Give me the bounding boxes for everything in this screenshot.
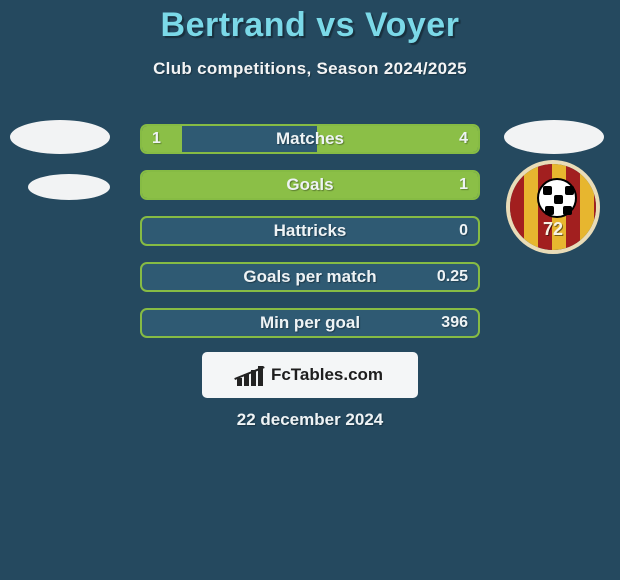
stat-bar-matches: Matches14	[140, 124, 480, 154]
soccer-ball-icon	[537, 178, 577, 218]
stat-bar-goals: Goals1	[140, 170, 480, 200]
bar-value-left: 1	[152, 126, 161, 152]
bar-label: Hattricks	[142, 218, 478, 244]
page-subtitle: Club competitions, Season 2024/2025	[0, 59, 620, 79]
right-player-badges: 72	[500, 120, 610, 254]
logo-text: FcTables.com	[271, 365, 383, 385]
player-avatar-placeholder	[504, 120, 604, 154]
page-title: Bertrand vs Voyer	[0, 0, 620, 45]
bar-right-fill	[317, 126, 478, 152]
bar-label: Min per goal	[142, 310, 478, 336]
left-player-badges	[10, 120, 120, 220]
bar-value-right: 4	[459, 126, 468, 152]
bar-value-right: 1	[459, 172, 468, 198]
bar-value-right: 0.25	[437, 264, 468, 290]
bar-value-right: 0	[459, 218, 468, 244]
fctables-logo: FcTables.com	[202, 352, 418, 398]
stat-bar-hattricks: Hattricks0	[140, 216, 480, 246]
stats-bars: Matches14Goals1Hattricks0Goals per match…	[140, 124, 480, 354]
stat-bar-min-per-goal: Min per goal396	[140, 308, 480, 338]
bar-right-fill	[142, 172, 478, 198]
snapshot-date: 22 december 2024	[0, 410, 620, 430]
player-avatar-placeholder	[10, 120, 110, 154]
stat-bar-goals-per-match: Goals per match0.25	[140, 262, 480, 292]
comparison-infographic: Bertrand vs Voyer Club competitions, Sea…	[0, 0, 620, 580]
bar-left-fill	[142, 126, 182, 152]
club-badge-lemans: 72	[506, 160, 600, 254]
bar-label: Goals per match	[142, 264, 478, 290]
club-badge-placeholder	[28, 174, 110, 200]
bar-chart-icon	[237, 364, 265, 386]
bar-value-right: 396	[441, 310, 468, 336]
badge-number: 72	[510, 219, 596, 240]
